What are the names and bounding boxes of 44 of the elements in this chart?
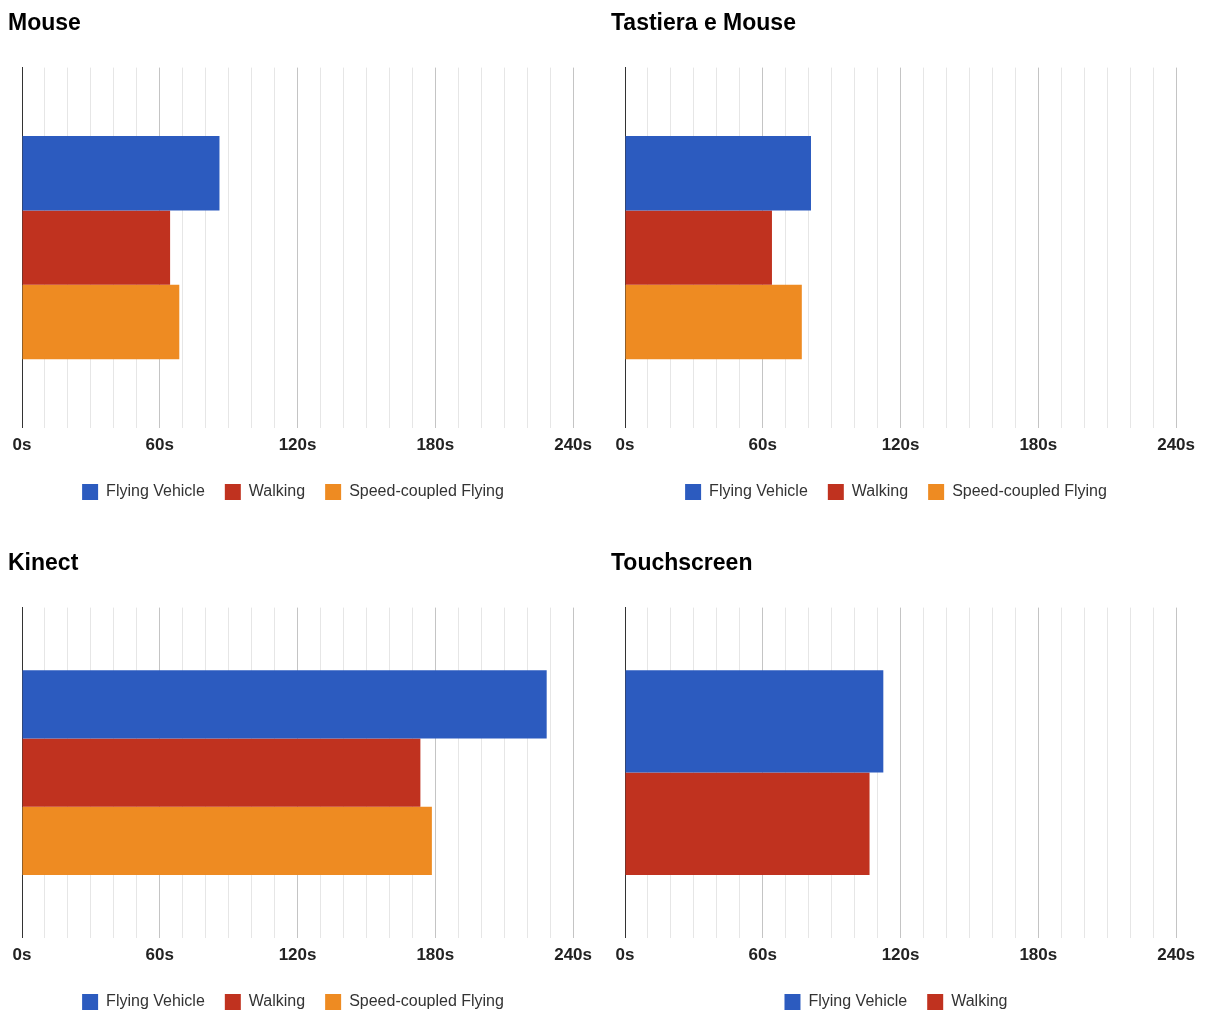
- bar: [22, 670, 547, 739]
- x-tick-label: 180s: [1019, 945, 1058, 965]
- x-tick-label: 0s: [12, 435, 32, 455]
- legend-label: Flying Vehicle: [808, 992, 908, 1010]
- legend-label: Speed-coupled Flying: [349, 992, 504, 1010]
- x-tick-label: 0s: [615, 945, 635, 965]
- x-tick-label: 120s: [278, 435, 317, 455]
- bar: [22, 284, 180, 360]
- x-tick-label: 240s: [554, 435, 592, 455]
- x-tick-label: 0s: [12, 945, 32, 965]
- x-tick-label: 180s: [416, 945, 455, 965]
- chart-title: Touchscreen: [611, 549, 753, 576]
- x-tick-label: 0s: [615, 435, 635, 455]
- bar: [625, 136, 811, 211]
- x-tick-label: 180s: [416, 435, 455, 455]
- legend-label: Walking: [248, 482, 306, 500]
- legend-label: Flying Vehicle: [709, 482, 808, 500]
- legend-label: Walking: [248, 992, 306, 1010]
- legend-label: Flying Vehicle: [106, 482, 205, 500]
- bar: [22, 136, 220, 211]
- bar: [625, 210, 772, 285]
- x-tick-label: 240s: [1157, 435, 1195, 455]
- legend-label: Walking: [851, 482, 909, 500]
- x-tick-label: 180s: [1019, 435, 1058, 455]
- x-tick-label: 240s: [554, 945, 592, 965]
- legend-label: Walking: [951, 992, 1008, 1010]
- chart-title: Kinect: [8, 549, 79, 576]
- x-tick-label: 60s: [748, 945, 777, 965]
- legend-label: Speed-coupled Flying: [349, 482, 504, 500]
- bar: [22, 806, 432, 875]
- x-tick-label: 60s: [145, 945, 174, 965]
- x-tick-label: 60s: [145, 435, 174, 455]
- chart-title: Tastiera e Mouse: [611, 9, 796, 36]
- x-tick-label: 120s: [278, 945, 317, 965]
- legend-label: Speed-coupled Flying: [952, 482, 1107, 500]
- bar: [22, 210, 171, 285]
- x-tick-label: 120s: [881, 945, 920, 965]
- chart-title: Mouse: [8, 9, 81, 36]
- x-tick-label: 120s: [881, 435, 920, 455]
- legend-label: Flying Vehicle: [106, 992, 205, 1010]
- bar: [22, 738, 421, 807]
- x-tick-label: 240s: [1157, 945, 1195, 965]
- x-tick-label: 60s: [748, 435, 777, 455]
- bar: [625, 284, 802, 360]
